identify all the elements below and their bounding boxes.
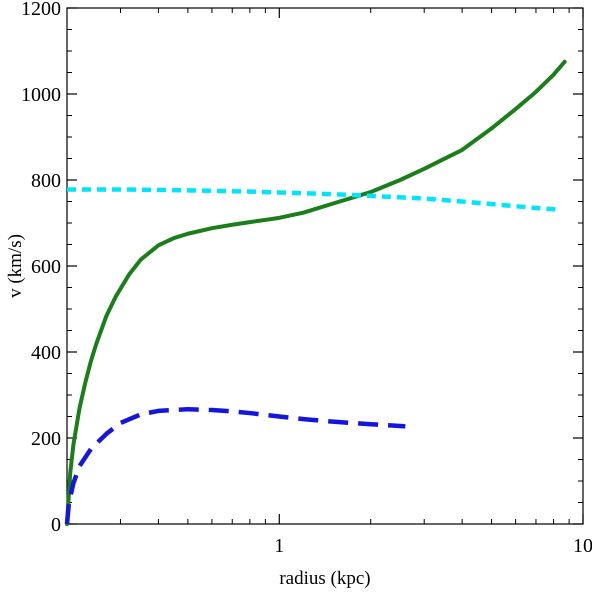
y-tick-label: 800	[31, 170, 61, 192]
major-ticks	[67, 7, 584, 525]
y-tick-label: 1000	[21, 84, 61, 106]
plot-frame	[66, 7, 584, 525]
x-tick-label: 10	[573, 535, 592, 557]
y-axis-label: v (km/s)	[5, 234, 26, 298]
series-line-3	[64, 406, 406, 525]
series-layer	[64, 59, 567, 526]
series-line-2	[67, 187, 559, 213]
x-tick-labels: 1 10	[274, 535, 592, 557]
minor-ticks	[67, 8, 583, 524]
x-tick-label: 1	[274, 535, 284, 557]
y-tick-labels: 0 200 400 600 800 1000 1200	[21, 0, 61, 536]
y-tick-label: 600	[31, 256, 61, 278]
y-tick-label: 200	[31, 428, 61, 450]
y-tick-label: 0	[51, 514, 61, 536]
x-axis-label: radius (kpc)	[279, 568, 370, 589]
y-tick-label: 400	[31, 342, 61, 364]
y-tick-label: 1200	[21, 0, 61, 20]
series-line-1	[65, 59, 567, 526]
